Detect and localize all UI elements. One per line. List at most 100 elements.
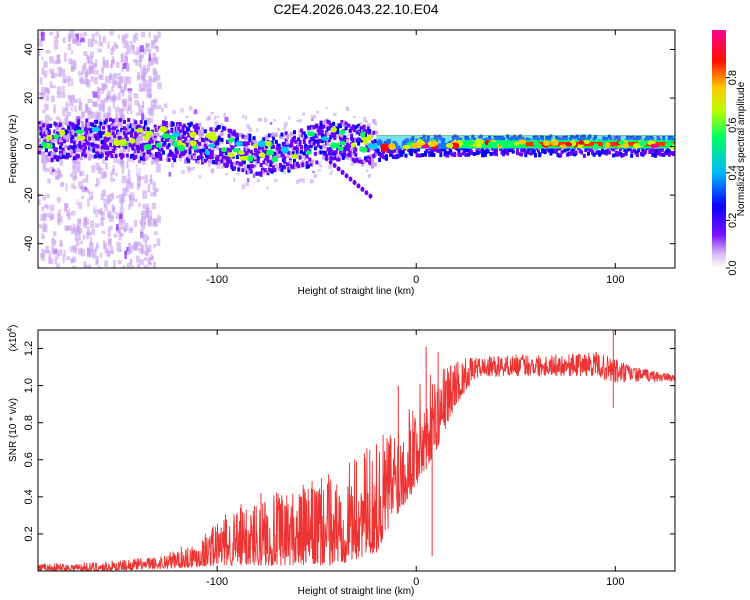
spectrogram-cell (376, 148, 380, 153)
spectrogram-x-axis: -100 0 100 (206, 30, 624, 286)
spectrogram-cell (136, 136, 140, 141)
spectrogram-cell (136, 46, 141, 55)
spectrogram-cell (48, 254, 52, 259)
spectrogram-cell (351, 152, 355, 157)
spectrogram-cell (113, 41, 117, 48)
spectrogram-cell (166, 129, 170, 134)
spectrogram-cell (291, 151, 295, 156)
spectrogram-cell (202, 148, 206, 153)
spectrogram-peak (362, 140, 369, 145)
spectrogram-cell (44, 148, 48, 153)
spectrogram-cell (352, 116, 356, 119)
spectrogram-cell (414, 148, 418, 153)
spectrogram-cell (201, 127, 205, 132)
spectrogram-cell (554, 149, 558, 154)
spectrogram-cell (92, 91, 98, 98)
spectrogram-cell (315, 135, 319, 140)
spectrogram-cell (306, 164, 310, 169)
spectrogram-cell (116, 224, 119, 231)
spectrogram-cell (251, 164, 255, 169)
spectrogram-cell (152, 153, 156, 158)
spectrogram-cell (214, 120, 219, 126)
spectrogram-cell (148, 140, 152, 145)
spectrogram-cell (315, 160, 319, 165)
spectrogram-cell (92, 249, 97, 259)
spectrogram-cell (58, 170, 62, 177)
spectrogram-cell (74, 233, 78, 241)
spectrogram-cell (67, 133, 71, 138)
spectrogram-cell (121, 165, 125, 174)
spectrogram-cell (545, 147, 549, 152)
spectrogram-cell (298, 178, 303, 183)
spectrogram-cell (288, 160, 292, 165)
spectrogram-cell (144, 83, 149, 88)
spectrogram-cell (44, 167, 50, 173)
spectrogram-cell (79, 170, 85, 176)
spectrogram-cell (347, 123, 351, 128)
spectrogram-cell (100, 211, 105, 220)
spectrogram-cell (124, 250, 127, 260)
spectrogram-cell (82, 222, 86, 228)
spectrogram-cell (72, 229, 77, 233)
spectrogram-cell (83, 145, 87, 150)
spectrogram-cell (397, 154, 401, 159)
spectrogram-cell (45, 245, 50, 253)
spectrogram-cell (177, 134, 181, 139)
spectrogram-cell (49, 258, 54, 265)
spectrogram-cell (84, 78, 89, 86)
spectrogram-cell (138, 138, 144, 147)
spectrogram-cell (103, 120, 107, 125)
spectrogram-cell (210, 168, 215, 173)
spectrogram-cell (306, 144, 310, 149)
spectrogram-cell (341, 122, 345, 127)
spectrogram-cell (582, 134, 586, 139)
spectrogram-cell (145, 212, 149, 217)
spectrogram-cell (111, 126, 115, 131)
spectrogram-cell (92, 101, 97, 107)
spectrogram-cell (139, 153, 143, 157)
spectrogram-cell (220, 122, 224, 126)
spectrogram-cell (112, 100, 116, 109)
spectrogram-cell (291, 138, 295, 143)
spectrogram-cell (366, 155, 370, 160)
spectrogram-cell (168, 138, 172, 143)
spectrogram-cell (96, 209, 100, 213)
spectrogram-cell (78, 127, 82, 132)
spectrogram-cell (502, 152, 506, 157)
spectrogram-cell (302, 137, 306, 142)
spectrogram-cell (373, 139, 377, 144)
spectrogram-cell (120, 53, 124, 62)
spectrogram-cell (256, 178, 260, 183)
spectrogram-cell (134, 120, 138, 125)
spectrogram-cell (135, 141, 139, 146)
spectrogram-cell (129, 133, 133, 138)
spectrogram-cell (256, 148, 260, 153)
spectrogram-peak (238, 155, 248, 161)
spectrogram-cell (244, 136, 248, 141)
spectrogram-cell (190, 166, 195, 171)
spectrogram-cell (141, 146, 145, 151)
spectrogram-cell (42, 109, 46, 114)
spectrogram-cell (79, 33, 84, 38)
spectrogram-cell (111, 127, 114, 136)
spectrogram-cell (54, 147, 58, 152)
spectrogram-cell (130, 244, 135, 251)
spectrogram-peak (237, 150, 245, 155)
spectrogram-cell (116, 195, 119, 199)
spectrogram-peak (143, 134, 151, 141)
spectrogram-cell (344, 126, 348, 131)
spectrogram-cell (41, 233, 44, 239)
spectrogram-cell (151, 40, 156, 49)
spectrogram-cell (207, 158, 211, 163)
spectrogram-cell (101, 65, 104, 70)
spectrogram-cell (269, 162, 273, 167)
spectrogram-cell (138, 146, 142, 151)
spectrogram-cell (102, 36, 106, 43)
spectrogram-cell (302, 139, 306, 144)
spectrogram-cell (86, 56, 90, 64)
spectrogram-cell (312, 134, 316, 139)
spectrogram-cell (104, 248, 108, 254)
spectrogram-cell (77, 154, 81, 159)
spectrogram-cell (139, 150, 143, 155)
spectrogram-cell (273, 141, 276, 144)
